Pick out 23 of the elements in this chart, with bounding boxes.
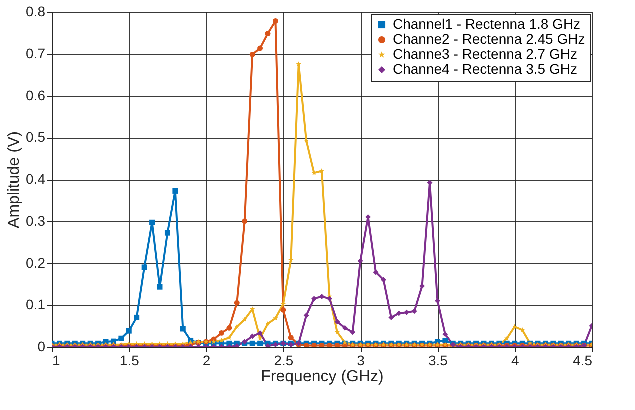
x-tick-label: 2 (202, 352, 211, 368)
legend-label: Channel1 - Rectenna 1.8 GHz (393, 16, 581, 32)
x-tick-label: 3.5 (428, 352, 448, 368)
y-tick-label: 0.6 (26, 87, 46, 104)
x-tick-label: 1.5 (120, 352, 140, 368)
x-tick-label: 3 (357, 352, 366, 368)
x-tick-label: 1 (52, 352, 60, 368)
y-tick-label: 0.2 (26, 254, 46, 271)
y-tick-label: 0.3 (26, 212, 46, 229)
legend-label: Channe3 - Rectenna 2.7 GHz (393, 46, 578, 62)
y-tick-label: 0.4 (26, 171, 46, 187)
y-axis-title: Amplitude (V) (6, 132, 24, 228)
y-tick-label: 0.5 (26, 129, 46, 146)
y-tick-label: 0 (38, 338, 46, 354)
x-axis-title: Frequency (GHz) (261, 368, 384, 386)
y-tick-label: 0.8 (26, 4, 46, 20)
x-tick-label: 4.5 (573, 352, 593, 368)
legend-label: Channe2 - Rectenna 2.45 GHz (393, 31, 586, 47)
legend-label: Channe4 - Rectenna 3.5 GHz (393, 61, 578, 77)
x-tick-label: 2.5 (274, 352, 294, 368)
y-tick-label: 0.1 (26, 296, 46, 313)
y-tick-label: 0.7 (26, 45, 46, 62)
x-tick-label: 4 (511, 352, 520, 368)
